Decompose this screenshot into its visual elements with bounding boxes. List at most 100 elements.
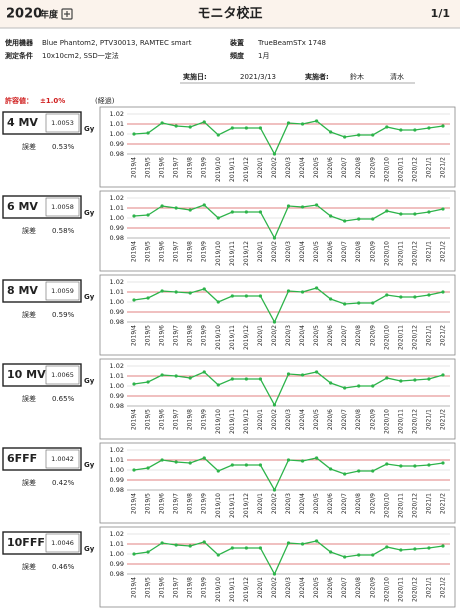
x-tick-label: 2019/5	[145, 409, 152, 430]
x-tick-label: 2020/11	[397, 577, 404, 602]
info-value: TrueBeamSTx 1748	[257, 39, 326, 47]
data-point	[272, 320, 277, 324]
operator: 鈴木	[350, 72, 364, 81]
x-tick-label: 2020/10	[383, 577, 390, 602]
x-tick-label: 2020/10	[383, 409, 390, 434]
plus-icon	[61, 8, 73, 20]
data-point	[188, 125, 192, 129]
data-point	[329, 381, 333, 385]
data-point	[300, 290, 305, 294]
y-tick-label: 1.00	[110, 466, 124, 474]
date-label: 実施日:	[183, 72, 207, 81]
x-tick-label: 2020/8	[355, 409, 362, 430]
data-point	[371, 301, 375, 305]
data-point	[357, 469, 361, 473]
x-tick-label: 2019/12	[243, 409, 250, 434]
x-tick-label: 2020/3	[285, 409, 292, 430]
data-point	[427, 546, 431, 550]
y-tick-label: 1.01	[110, 288, 124, 296]
title: モニタ校正	[197, 6, 262, 22]
dose-value: 1.0065	[51, 371, 74, 379]
data-point	[272, 403, 277, 407]
data-point	[146, 466, 150, 470]
beam-box	[2, 279, 82, 303]
x-tick-label: 2019/7	[173, 325, 180, 346]
data-point	[413, 378, 417, 382]
y-tick-label: 0.99	[110, 308, 124, 316]
data-point	[174, 374, 178, 378]
data-point	[230, 126, 234, 130]
error-label: 誤差	[22, 394, 36, 403]
x-tick-label: 2019/11	[229, 241, 236, 266]
y-tick-label: 0.98	[110, 234, 124, 242]
x-tick-label: 2019/6	[159, 493, 166, 514]
x-tick-label: 2020/8	[355, 325, 362, 346]
value-box	[45, 281, 80, 301]
x-tick-label: 2019/12	[243, 493, 250, 518]
data-point	[160, 121, 164, 125]
unit: Gy	[84, 545, 95, 553]
data-point	[300, 542, 305, 546]
data-point	[174, 460, 178, 464]
data-point	[146, 380, 150, 384]
data-point	[258, 294, 263, 298]
dose-value: 1.0058	[51, 203, 74, 211]
x-tick-label: 2021/2	[439, 157, 446, 178]
y-tick-label: 1.01	[110, 456, 124, 464]
x-tick-label: 2019/6	[159, 241, 166, 262]
x-tick-label: 2020/4	[299, 241, 306, 262]
x-tick-label: 2020/3	[285, 157, 292, 178]
data-point	[244, 126, 248, 130]
y-tick-label: 0.99	[110, 140, 124, 148]
error-label: 誤差	[22, 478, 36, 487]
error-value: 0.58%	[52, 227, 75, 235]
x-tick-label: 2020/11	[397, 325, 404, 350]
x-tick-label: 2019/6	[159, 577, 166, 598]
x-tick-label: 2020/5	[313, 325, 320, 346]
y-tick-label: 0.98	[110, 318, 124, 326]
beam-box	[2, 111, 82, 135]
data-point	[272, 236, 277, 240]
x-tick-label: 2020/7	[341, 157, 348, 178]
x-tick-label: 2020/1	[257, 241, 264, 262]
data-point	[385, 545, 389, 549]
data-point	[160, 289, 164, 293]
y-tick-label: 1.02	[110, 446, 124, 454]
data-point	[413, 464, 417, 468]
x-tick-label: 2020/12	[411, 241, 418, 266]
data-point	[202, 540, 206, 544]
data-point	[272, 488, 277, 492]
data-point	[329, 467, 333, 471]
x-tick-label: 2020/10	[383, 157, 390, 182]
x-tick-label: 2019/7	[173, 157, 180, 178]
data-point	[385, 462, 389, 466]
x-tick-label: 2020/1	[257, 325, 264, 346]
data-point	[343, 386, 347, 390]
error-value: 0.42%	[52, 479, 75, 487]
x-tick-label: 2019/7	[173, 241, 180, 262]
x-tick-label: 2020/4	[299, 157, 306, 178]
x-tick-label: 2020/10	[383, 325, 390, 350]
x-tick-label: 2020/5	[313, 241, 320, 262]
data-point	[202, 456, 206, 460]
data-point	[441, 290, 445, 294]
beam-box	[2, 531, 82, 555]
progress-label: (経過)	[95, 96, 115, 105]
data-point	[160, 541, 164, 545]
x-tick-label: 2020/6	[327, 493, 334, 514]
x-tick-label: 2020/7	[341, 493, 348, 514]
data-point	[286, 204, 291, 208]
x-tick-label: 2019/9	[201, 157, 208, 178]
data-point	[427, 210, 431, 214]
unit: Gy	[84, 293, 95, 301]
x-tick-label: 2020/2	[271, 493, 278, 514]
data-point	[160, 458, 164, 462]
info-value: 1月	[258, 52, 269, 60]
data-point	[132, 468, 136, 472]
data-point	[427, 463, 431, 467]
data-point	[329, 297, 333, 301]
data-point	[343, 135, 347, 139]
x-tick-label: 2020/8	[355, 493, 362, 514]
x-tick-label: 2020/11	[397, 157, 404, 182]
y-tick-label: 1.02	[110, 194, 124, 202]
